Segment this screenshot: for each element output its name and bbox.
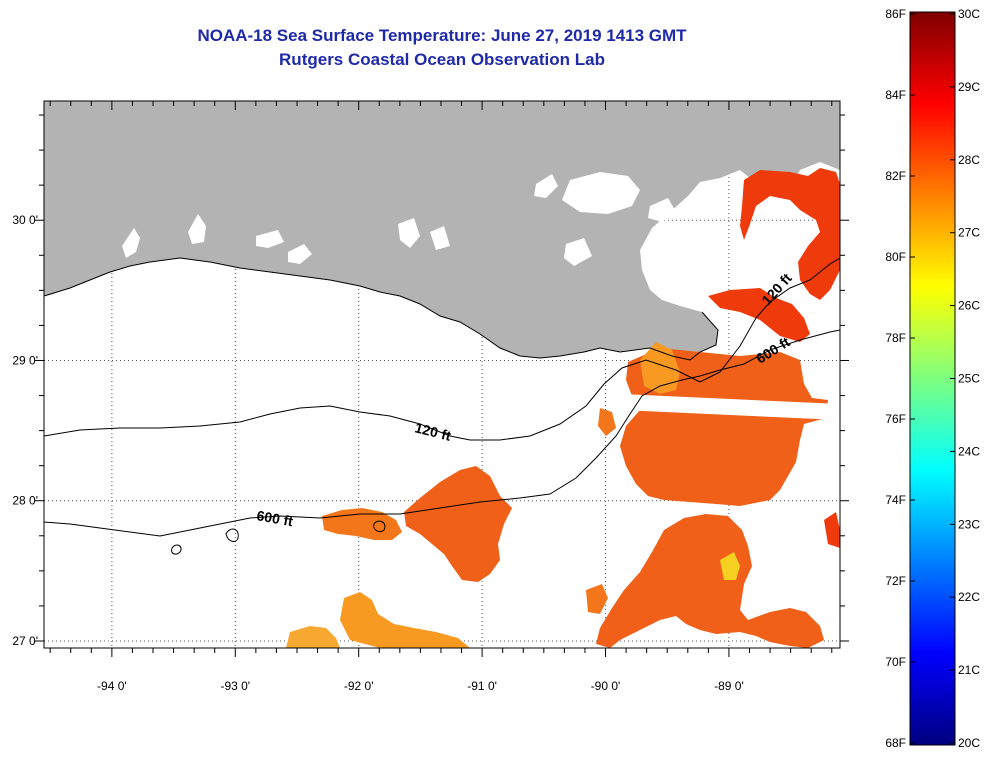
lake-calcasieu: [122, 228, 140, 258]
map-title: NOAA-18 Sea Surface Temperature: June 27…: [197, 26, 687, 45]
sst-patch-south-east: [596, 514, 824, 648]
colorbar-f-label: 70F: [885, 655, 906, 669]
longitude-label: -94 0': [97, 679, 127, 693]
longitude-label: -92 0': [344, 679, 374, 693]
sst-patch-southwest-arc: [340, 592, 470, 648]
latitude-label: 29 0': [12, 353, 38, 367]
sst-patch-east-mid: [586, 584, 608, 614]
sst-patch-south-west-corner: [286, 626, 340, 648]
latitude-label: 27 0': [12, 634, 38, 648]
colorbar-f-label: 80F: [885, 250, 906, 264]
colorbar-c-label: 28C: [958, 153, 980, 167]
colorbar-c-label: 27C: [958, 226, 980, 240]
colorbar-f-label: 76F: [885, 412, 906, 426]
contour-label-600ft-west: 600 ft: [255, 507, 294, 529]
sst-patch-coolspot: [720, 552, 740, 580]
colorbar-c-label: 30C: [958, 7, 980, 21]
colorbar-fahrenheit-labels: 86F 84F 82F 80F 78F 76F 74F 72F 70F 68F: [885, 7, 915, 750]
lake-vermilion-bay: [288, 244, 312, 264]
map-frame: [43, 100, 841, 649]
contour-600ft-closed-2: [171, 544, 182, 555]
colorbar-f-label: 86F: [885, 7, 906, 21]
colorbar-c-label: 26C: [958, 299, 980, 313]
latitude-label: 30 0': [12, 213, 38, 227]
colorbar-c-label: 23C: [958, 517, 980, 531]
lake-grand: [188, 214, 206, 244]
longitude-label: -93 0': [220, 679, 250, 693]
colorbar-c-label: 20C: [958, 736, 980, 750]
colorbar-c-label: 22C: [958, 590, 980, 604]
colorbar-f-label: 82F: [885, 169, 906, 183]
missing-data-swath: [620, 394, 840, 420]
colorbar-c-label: 21C: [958, 663, 980, 677]
sst-patch-east-edge: [824, 512, 840, 548]
lake-atchafalaya: [398, 218, 420, 248]
sst-patch-alabama-coast: [740, 168, 840, 300]
lake-salvador: [564, 238, 592, 266]
longitude-label: -90 0': [591, 679, 621, 693]
coastline: [44, 257, 719, 361]
colorbar-gradient: [909, 11, 956, 746]
colorbar-c-label: 24C: [958, 444, 980, 458]
colorbar-f-label: 68F: [885, 736, 906, 750]
latitude-label: 28 0': [12, 494, 38, 508]
lake-white: [256, 230, 284, 248]
longitude-labels: -94 0' -93 0' -92 0' -91 0' -90 0' -89 0': [97, 679, 744, 693]
contour-600ft-closed-3: [373, 520, 386, 533]
lake-maurepas: [534, 174, 558, 198]
lake-borgne: [648, 198, 676, 222]
sst-patch-west-filament: [404, 466, 512, 582]
axis-ticks: [35, 101, 849, 657]
map-subtitle: Rutgers Coastal Ocean Observation Lab: [279, 50, 605, 69]
colorbar-c-label: 29C: [958, 80, 980, 94]
longitude-label: -89 0': [714, 679, 744, 693]
colorbar-c-label: 25C: [958, 372, 980, 386]
lake-pontchartrain: [562, 172, 640, 214]
colorbar-f-label: 78F: [885, 331, 906, 345]
latitude-labels: 30 0' 29 0' 28 0' 27 0': [12, 213, 38, 648]
sst-patch-offshore-strip: [598, 408, 616, 436]
colorbar-f-label: 72F: [885, 574, 906, 588]
colorbar-f-label: 74F: [885, 493, 906, 507]
contour-600ft-closed-1: [225, 528, 239, 542]
contour-120ft: [44, 257, 840, 441]
sst-map: 120 ft 600 ft 600 ft 120 ft -94 0' -93 0'…: [12, 100, 849, 693]
longitude-label: -91 0': [467, 679, 497, 693]
colorbar-f-label: 84F: [885, 88, 906, 102]
lake-terrebonne: [430, 226, 450, 250]
contour-600ft: [44, 329, 840, 537]
sst-data-patches: [286, 168, 840, 648]
colorbar-celsius-labels: 30C 29C 28C 27C 26C 25C 24C 23C 22C 21C 20C: [950, 7, 980, 750]
